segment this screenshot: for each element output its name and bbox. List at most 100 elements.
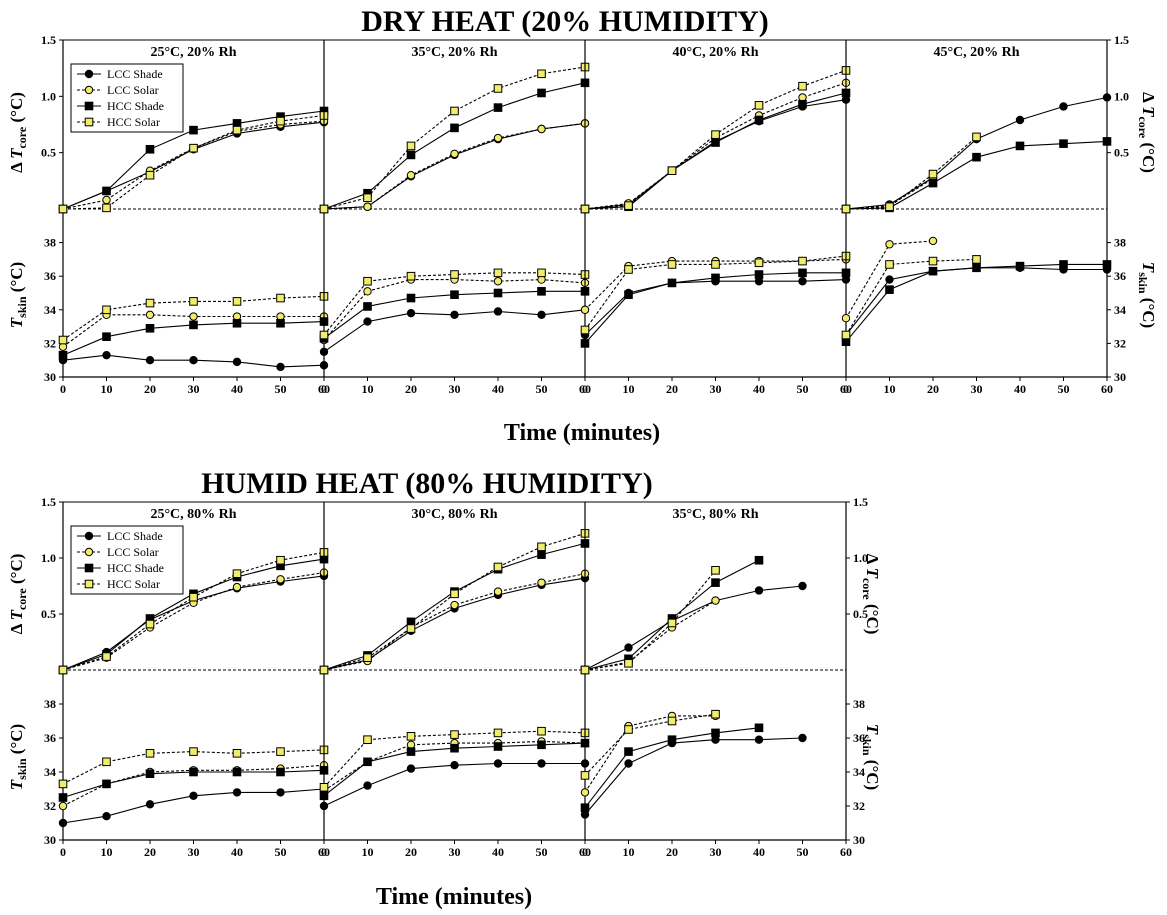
hcc-shade-core-point <box>754 555 764 565</box>
core-y-tick-label: 0.5 <box>41 607 56 621</box>
dry-skin-y-axis-label-right: Tskin (°C) <box>1136 262 1158 328</box>
lcc-shade-skin-point <box>102 350 111 360</box>
hcc-shade-skin-point <box>145 323 155 333</box>
y-axis-label-text: Tskin (°C) <box>860 724 882 790</box>
hcc-shade-skin-point <box>276 318 285 328</box>
hcc-shade-skin-point <box>406 747 416 756</box>
legend-marker <box>84 85 94 95</box>
core-y-tick-label: 1.0 <box>41 551 56 565</box>
x-tick-label: 10 <box>623 382 635 396</box>
hcc-solar-core-point <box>450 589 459 599</box>
skin-y-tick-label: 32 <box>44 336 56 350</box>
hcc-solar-core-point <box>624 658 633 668</box>
lcc-solar-skin-point <box>928 236 938 246</box>
y-axis-label-text: Δ Tcore (°C) <box>1136 92 1158 173</box>
core-y-tick-label: 1.5 <box>853 495 868 509</box>
hcc-solar-skin-point <box>667 260 677 269</box>
lcc-shade-core-point <box>754 586 764 595</box>
hcc-solar-skin-line <box>584 713 716 776</box>
x-tick-label: 60 <box>579 382 591 396</box>
hcc-solar-core-point <box>406 624 416 633</box>
panel-title: 45°C, 20% Rh <box>933 45 1019 60</box>
lcc-shade-core-point <box>1015 115 1025 125</box>
skin-y-tick-label: 38 <box>853 697 865 711</box>
panel-title: 35°C, 20% Rh <box>411 45 497 60</box>
hcc-shade-skin-point <box>493 742 503 751</box>
lcc-shade-core-line <box>584 99 847 210</box>
humid-time-axis-label: Time (minutes) <box>376 884 532 910</box>
hcc-shade-skin-point <box>493 288 503 298</box>
lcc-shade-skin-point <box>798 733 807 743</box>
hcc-shade-core-point <box>537 88 546 98</box>
x-tick-label: 0 <box>582 382 588 396</box>
hcc-solar-skin-point <box>145 298 155 308</box>
hcc-shade-skin-point <box>450 290 459 299</box>
x-tick-label: 40 <box>492 382 504 396</box>
humid-core-y-axis-label-left: Δ Tcore (°C) <box>7 554 29 635</box>
legend-label: HCC Solar <box>107 577 160 591</box>
legend: LCC Shade LCC Solar HCC Shade HCC Solar <box>70 525 184 595</box>
hcc-shade-skin-point <box>189 320 198 330</box>
skin-y-tick-label: 30 <box>44 833 56 847</box>
lcc-shade-skin-line <box>845 267 1107 336</box>
core-y-tick-label: 0.5 <box>1114 146 1129 160</box>
hcc-shade-skin-point <box>145 769 155 779</box>
hcc-shade-core-point <box>798 99 807 109</box>
hcc-solar-skin-point <box>711 709 720 719</box>
legend-label: HCC Shade <box>107 99 164 113</box>
dry-core-y-axis-label-right: Δ Tcore (°C) <box>1136 92 1158 173</box>
hcc-solar-skin-point <box>798 256 807 266</box>
x-tick-label: 0 <box>60 382 66 396</box>
lcc-solar-skin-line <box>584 715 716 793</box>
lcc-solar-core-line <box>845 178 934 210</box>
lcc-shade-core-point <box>1102 93 1112 102</box>
hcc-shade-skin-point <box>276 767 285 777</box>
hcc-shade-skin-point <box>189 767 198 777</box>
lcc-solar-skin-point <box>580 305 590 314</box>
x-tick-label: 0 <box>582 845 588 859</box>
hcc-solar-core-point <box>102 203 111 213</box>
lcc-shade-skin-point <box>885 275 894 284</box>
hcc-shade-skin-line <box>845 263 1107 343</box>
hcc-solar-skin-point <box>580 771 590 780</box>
hcc-solar-skin-point <box>363 276 372 286</box>
lcc-shade-skin-point <box>232 357 242 367</box>
hcc-shade-core-point <box>1059 139 1068 148</box>
skin-y-tick-label: 34 <box>1114 303 1126 317</box>
hcc-solar-core-point <box>885 202 894 212</box>
lcc-shade-skin-point <box>493 759 503 768</box>
x-tick-label: 60 <box>318 382 330 396</box>
hcc-solar-skin-point <box>450 730 459 739</box>
lcc-shade-core-point <box>798 581 807 591</box>
hcc-solar-core-point <box>667 166 677 175</box>
lcc-solar-core-point <box>363 202 372 211</box>
x-tick-label: 30 <box>710 845 722 859</box>
lcc-shade-skin-point <box>450 761 459 770</box>
skin-y-tick-label: 30 <box>853 833 865 847</box>
hcc-solar-core-point <box>667 618 677 628</box>
hcc-shade-skin-point <box>406 293 416 303</box>
hcc-shade-skin-point <box>363 302 372 311</box>
lcc-shade-skin-line <box>584 737 803 815</box>
hcc-solar-core-point <box>928 169 938 179</box>
hcc-shade-skin-point <box>58 793 68 802</box>
x-tick-label: 30 <box>710 382 722 396</box>
lcc-solar-core-point <box>537 124 546 134</box>
hcc-shade-core-line <box>584 92 847 210</box>
hcc-solar-core-point <box>580 204 590 214</box>
hcc-shade-core-point <box>754 115 764 125</box>
hcc-solar-core-line <box>584 569 716 671</box>
skin-y-tick-label: 34 <box>853 765 865 779</box>
hcc-shade-skin-point <box>667 278 677 288</box>
hcc-solar-core-point <box>276 116 285 126</box>
lcc-solar-core-point <box>102 195 111 205</box>
dry-core-y-axis-label-left: Δ Tcore (°C) <box>7 92 29 173</box>
hcc-solar-core-point <box>711 566 720 575</box>
hcc-shade-skin-point <box>624 747 633 756</box>
hcc-solar-core-point <box>841 204 851 214</box>
legend-marker <box>84 547 94 557</box>
panel-dry-2: 35°C, 20% Rh 0 10 20 30 40 50 60 <box>319 39 591 396</box>
x-tick-label: 30 <box>449 382 461 396</box>
x-tick-label: 50 <box>275 382 287 396</box>
